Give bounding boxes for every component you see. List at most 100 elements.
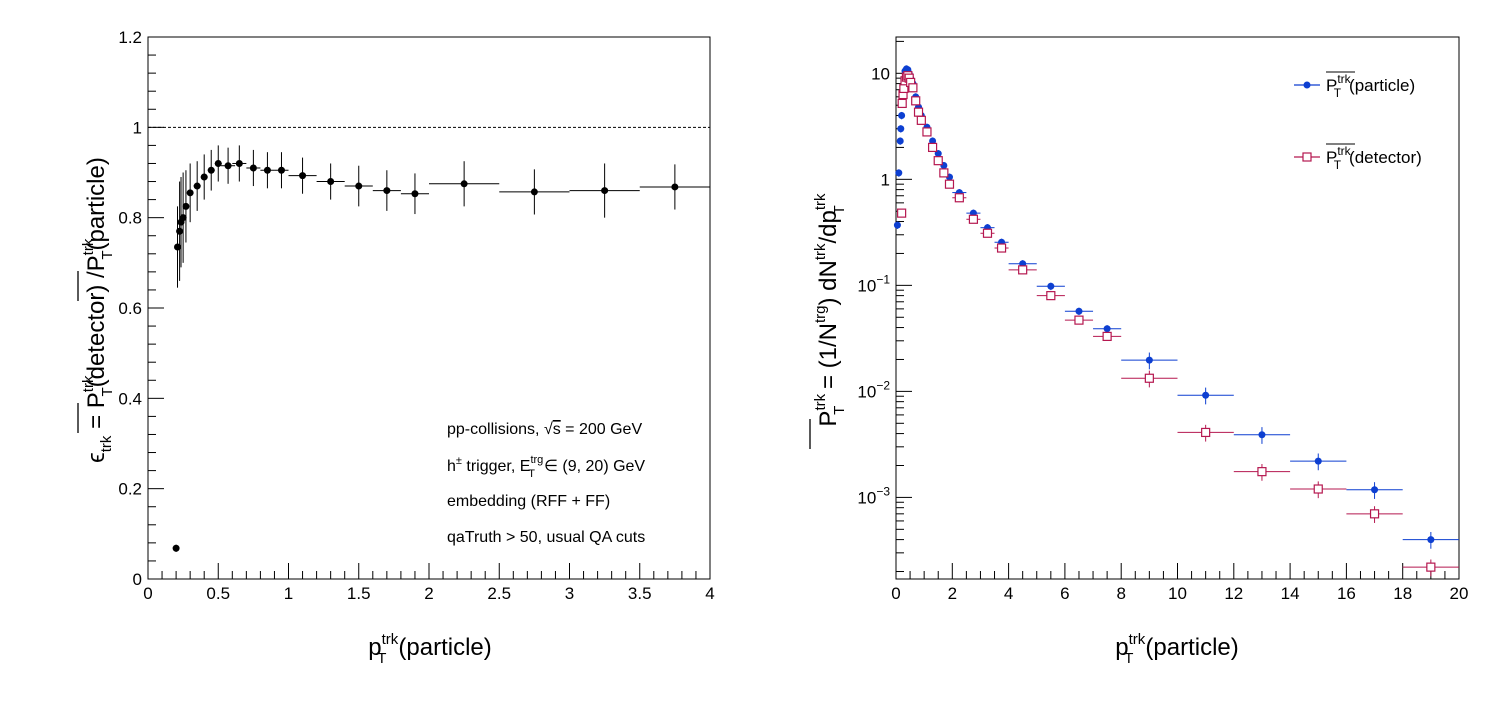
marker	[1257, 467, 1267, 477]
detector-data-point	[922, 127, 932, 137]
right-axis-ticks: 0 2 4 6 8 10 12 14 16 18 20 10−3 10−2 10−1 1 10	[857, 40, 1469, 603]
right-x-tick-label: 20	[1450, 584, 1469, 603]
left-data-point	[246, 149, 261, 187]
marker	[982, 228, 993, 238]
detector-data-point	[897, 98, 907, 109]
left-x-tick-label: 2	[424, 584, 433, 603]
marker	[927, 142, 938, 153]
detector-data-point	[944, 179, 955, 189]
marker	[1426, 562, 1436, 572]
right-y-tick-label: 10−3	[857, 484, 890, 507]
legend-label: Ptrk T (particle)	[1326, 72, 1415, 100]
left-y-axis-title: ϵtrk = Ptrk T(detector) /Ptrk T(particle)	[77, 157, 116, 463]
right-y-tick-label: 10−2	[857, 378, 890, 401]
detector-data-point	[1290, 481, 1347, 499]
left-data-point	[207, 149, 215, 191]
right-x-tick-label: 16	[1337, 584, 1356, 603]
right-x-axis-title: ptrk T (particle)	[1115, 631, 1239, 667]
marker	[249, 164, 257, 172]
left-data-point	[221, 147, 236, 184]
left-x-tick-label: 3.5	[628, 584, 652, 603]
left-data-point	[179, 172, 187, 263]
left-y-tick-label: 1	[133, 118, 142, 137]
right-y-tick-label: 10	[871, 64, 890, 83]
left-data-point	[186, 163, 194, 223]
detector-data-point	[1177, 424, 1234, 442]
legend-entry: Ptrk T (detector)	[1294, 143, 1422, 172]
marker	[922, 127, 932, 137]
left-data-point	[344, 165, 373, 207]
annotation-qa-cuts: qaTruth > 50, usual QA cuts	[447, 529, 645, 546]
detector-data-point	[1233, 464, 1291, 481]
detector-data-point	[1121, 370, 1178, 388]
left-x-tick-label: 1	[284, 584, 293, 603]
marker	[1202, 391, 1210, 399]
marker	[460, 180, 468, 188]
detector-data-point	[927, 142, 938, 153]
marker	[355, 182, 363, 190]
marker	[954, 193, 964, 203]
marker	[913, 107, 924, 117]
marker	[277, 166, 285, 174]
marker	[968, 214, 979, 224]
marker	[671, 183, 679, 191]
marker	[193, 182, 201, 190]
particle-data-point	[1402, 531, 1459, 549]
left-data-point	[172, 544, 180, 552]
right-y-tick-label: 1	[881, 170, 890, 189]
left-data-point	[316, 163, 345, 200]
marker	[897, 208, 907, 218]
right-x-tick-label: 14	[1281, 584, 1300, 603]
particle-data-point	[895, 169, 903, 177]
marker	[911, 96, 921, 106]
marker	[1313, 484, 1323, 494]
right-y-axis-title: Ptrk T = (1/Ntrg) dNtrk/dptrk T	[809, 193, 848, 449]
marker	[929, 137, 937, 145]
right-x-tick-label: 6	[1060, 584, 1069, 603]
detector-data-point	[916, 115, 926, 125]
left-y-tick-label: 0	[133, 570, 142, 589]
marker	[1018, 265, 1028, 275]
marker	[224, 162, 232, 170]
marker	[1201, 427, 1211, 438]
left-chart: 0 0.5 1 1.5 2 2.5 3 3.5 4 0 0.2 0.4 0.6 0.8 1 1.2 ϵtrk …	[77, 28, 715, 667]
right-x-tick-label: 4	[1004, 584, 1013, 603]
particle-data-point	[897, 125, 905, 133]
particle-data-point	[1093, 325, 1122, 333]
marker	[299, 172, 307, 180]
detector-data-point	[1093, 331, 1122, 342]
legend-entry: Ptrk T (particle)	[1294, 71, 1415, 100]
left-y-tick-label: 0.2	[118, 480, 142, 499]
left-data-point	[400, 173, 429, 215]
left-data-point	[569, 163, 640, 218]
detector-data-point	[1402, 559, 1459, 577]
right-x-tick-label: 8	[1116, 584, 1125, 603]
left-data-points	[172, 145, 710, 552]
right-x-tick-label: 0	[891, 584, 900, 603]
left-x-tick-label: 2.5	[487, 584, 511, 603]
right-x-tick-label: 12	[1224, 584, 1243, 603]
detector-data-point	[1036, 291, 1065, 301]
marker	[1074, 315, 1084, 325]
marker	[1427, 536, 1435, 544]
marker	[939, 168, 949, 178]
marker	[1102, 331, 1112, 342]
marker	[200, 173, 208, 181]
marker	[1144, 373, 1154, 383]
marker	[1103, 325, 1111, 333]
marker	[186, 189, 194, 197]
detector-data-point	[980, 228, 995, 238]
left-data-point	[232, 145, 247, 182]
marker	[176, 227, 184, 235]
detector-data-point	[1008, 265, 1037, 275]
left-x-tick-label: 3	[565, 584, 574, 603]
detector-data-point	[913, 107, 924, 117]
marker	[327, 178, 335, 186]
detector-data-point	[994, 243, 1009, 253]
left-y-tick-label: 0.4	[118, 389, 142, 408]
left-data-point	[200, 154, 208, 200]
marker	[1369, 509, 1380, 519]
left-x-tick-label: 0	[143, 584, 152, 603]
detector-data-point	[1346, 506, 1403, 523]
